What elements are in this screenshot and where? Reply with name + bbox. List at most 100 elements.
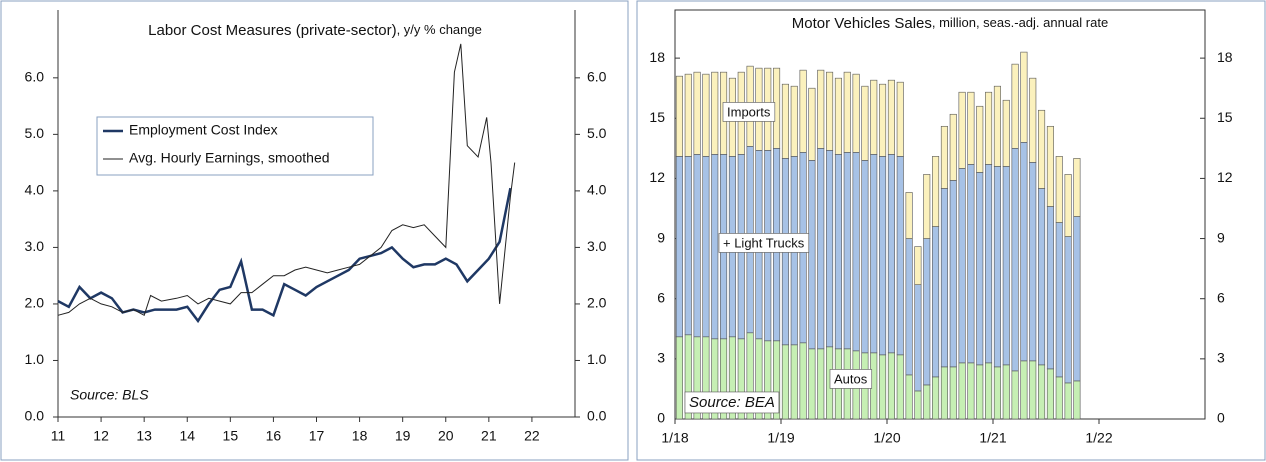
annotation: Imports xyxy=(727,104,771,119)
bar-segment xyxy=(976,364,984,420)
x-tick-label: 1/20 xyxy=(873,430,900,446)
annotation-box xyxy=(718,233,810,253)
chart-title: Motor Vehicles Sales, million, seas.-adj… xyxy=(792,15,1108,32)
line-series xyxy=(57,43,516,317)
panel-border xyxy=(636,0,1266,461)
x-tick-label: 19 xyxy=(395,428,411,444)
bar-segment xyxy=(887,154,895,354)
x-tick-label: 16 xyxy=(266,428,282,444)
bar-segment xyxy=(923,174,931,239)
y2-tick-label: 6 xyxy=(1217,289,1225,305)
bar-segment xyxy=(1055,222,1063,378)
bar-segment xyxy=(1002,99,1010,167)
x-tick-label: 18 xyxy=(352,428,368,444)
bar-segment xyxy=(843,152,851,350)
y2-tick-label: 18 xyxy=(1217,49,1233,65)
bar-segment xyxy=(870,154,878,354)
bar-segment xyxy=(879,156,887,356)
y-tick-label: 15 xyxy=(649,109,665,125)
bar-segment xyxy=(923,384,931,420)
source-note: Source: BLS xyxy=(70,387,149,403)
x-tick-label: 11 xyxy=(51,428,66,444)
x-tick-label: 17 xyxy=(309,428,325,444)
bar-segment xyxy=(940,125,948,189)
bar-segment xyxy=(993,166,1001,368)
bar-segment xyxy=(861,160,869,354)
y2-tick-label: 2.0 xyxy=(587,295,607,311)
bar-segment xyxy=(985,362,993,420)
bar-segment xyxy=(702,73,710,157)
y-tick-label: 0.0 xyxy=(25,408,45,424)
bar-segment xyxy=(675,75,683,157)
bar-segment xyxy=(949,180,957,368)
bar-segment xyxy=(993,85,1001,167)
bar-segment xyxy=(914,246,922,285)
y-tick-label: 18 xyxy=(649,49,665,65)
bar-segment xyxy=(808,348,816,420)
bar-segment xyxy=(940,366,948,420)
bar-segment xyxy=(1038,364,1046,420)
bar-segment xyxy=(887,352,895,420)
y2-tick-label: 1.0 xyxy=(587,351,607,367)
bar-segment xyxy=(1073,216,1081,382)
y-tick-label: 6.0 xyxy=(25,69,45,85)
bar-segment xyxy=(985,91,993,165)
bar-segment xyxy=(976,172,984,366)
bar-segment xyxy=(1064,174,1072,237)
bar-segment xyxy=(675,156,683,338)
bar-segment xyxy=(993,366,1001,420)
x-tick-label: 1/21 xyxy=(979,430,1006,446)
bar-segment xyxy=(1029,360,1037,420)
bar-segment xyxy=(1046,125,1054,207)
bar-segment xyxy=(879,83,887,157)
bar-segment xyxy=(1002,166,1010,366)
bar-segment xyxy=(1020,51,1028,143)
bar-segment xyxy=(1020,360,1028,420)
bar-segment xyxy=(1055,376,1063,420)
bar-segment xyxy=(949,113,957,181)
bar-segment xyxy=(887,79,895,155)
bar-segment xyxy=(693,154,701,338)
bar-segment xyxy=(1038,109,1046,189)
bar-segment xyxy=(1011,63,1019,149)
bar-segment xyxy=(1029,162,1037,362)
bar-segment xyxy=(958,91,966,169)
y2-tick-label: 3 xyxy=(1217,350,1225,366)
bar-segment xyxy=(675,336,683,420)
bar-segment xyxy=(799,69,807,153)
bar-segment xyxy=(781,344,789,420)
x-tick-label: 1/22 xyxy=(1085,430,1112,446)
bar-segment xyxy=(861,85,869,161)
plot-frame xyxy=(674,9,1206,420)
bar-segment xyxy=(711,154,719,340)
y-tick-label: 12 xyxy=(649,169,665,185)
y2-tick-label: 12 xyxy=(1217,169,1233,185)
annotation: Source: BEA xyxy=(689,394,775,411)
bar-segment xyxy=(817,69,825,149)
annotation-box xyxy=(684,391,780,414)
bar-segment xyxy=(843,71,851,153)
bar-segment xyxy=(1073,158,1081,217)
y-tick-label: 3.0 xyxy=(25,238,45,254)
bar-segment xyxy=(790,85,798,157)
y2-tick-label: 4.0 xyxy=(587,182,607,198)
y2-tick-label: 0.0 xyxy=(587,408,607,424)
x-tick-label: 13 xyxy=(136,428,152,444)
bar-segment xyxy=(817,148,825,350)
bar-segment xyxy=(958,168,966,364)
bar-segment xyxy=(808,87,816,161)
bar-segment xyxy=(914,390,922,420)
y2-tick-label: 6.0 xyxy=(587,69,607,85)
bar-segment xyxy=(781,83,789,159)
bar-segment xyxy=(693,71,701,155)
y-tick-label: 3 xyxy=(657,350,665,366)
x-tick-label: 15 xyxy=(223,428,239,444)
bar-segment xyxy=(967,362,975,420)
y-tick-label: 6 xyxy=(657,289,665,305)
bar-segment xyxy=(932,376,940,420)
x-tick-label: 20 xyxy=(438,428,454,444)
bar-segment xyxy=(967,91,975,165)
bar-segment xyxy=(958,362,966,420)
x-tick-label: 14 xyxy=(179,428,195,444)
